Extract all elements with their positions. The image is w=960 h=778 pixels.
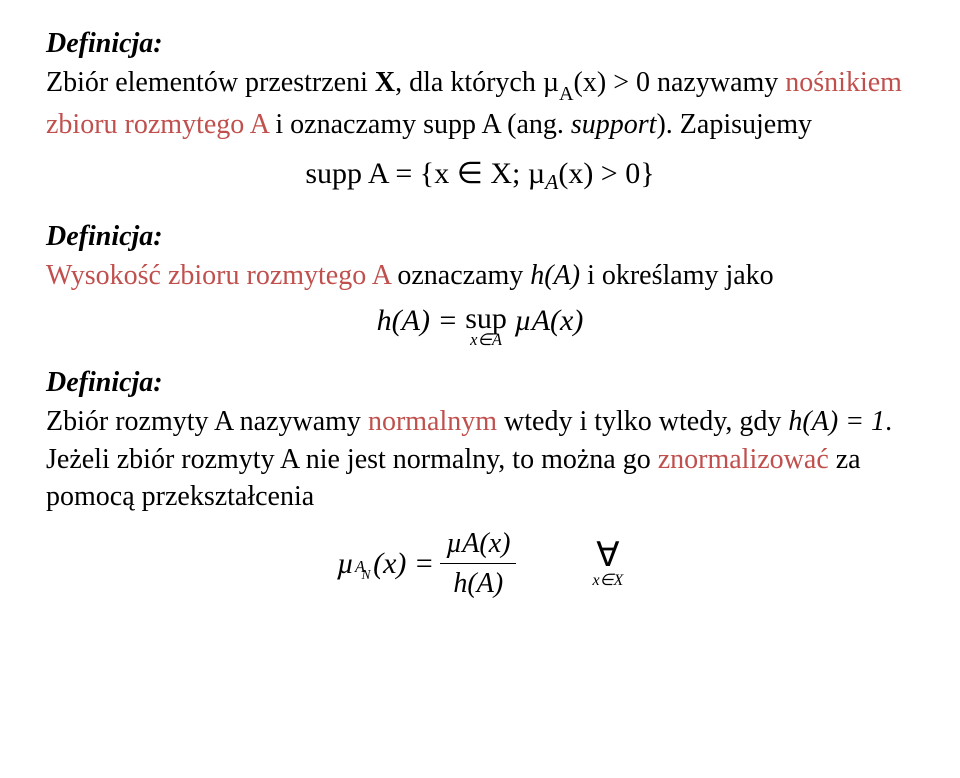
d3f-left: µAN(x) = [337, 547, 434, 581]
d2f-supbot: x∈A [465, 332, 507, 349]
slide-page: Definicja: Zbiór elementów przestrzeni X… [0, 0, 960, 631]
d3f-mu: µ [337, 547, 354, 581]
fn-mu: µ [446, 528, 462, 559]
fn-sub: A [462, 528, 479, 559]
definition-1-formula: supp A = {x ∈ X; µA(x) > 0} [46, 156, 914, 191]
d1-pre: Zbiór elementów przestrzeni [46, 67, 375, 98]
d2-post: i określamy jako [580, 260, 774, 291]
d1f-sub: A [545, 170, 558, 194]
definition-2-heading: Definicja: [46, 221, 914, 253]
d3-ital: h(A) = 1 [788, 406, 885, 437]
d2f-post: (x) [550, 304, 583, 337]
d1-ital: support [571, 109, 657, 140]
frac-num: µA(x) [440, 526, 516, 561]
definition-3-heading: Definicja: [46, 367, 914, 399]
definition-1-body: Zbiór elementów przestrzeni X, dla który… [46, 64, 914, 144]
d3f-substack: AN [355, 560, 365, 587]
d2-mid: oznaczamy [397, 260, 530, 291]
d3-pre: Zbiór rozmyty A nazywamy [46, 406, 368, 437]
fraction: µA(x) h(A) [440, 526, 516, 601]
frac-bar [440, 563, 516, 564]
d1-post: (x) > 0 nazywamy [574, 67, 786, 98]
fn-post: (x) [479, 528, 510, 559]
d3-mid: wtedy i tylko wtedy, gdy [504, 406, 788, 437]
definition-1-heading: Definicja: [46, 28, 914, 60]
d2-pre: Wysokość zbioru rozmytego A [46, 260, 397, 291]
forall-sub: x∈X [592, 573, 623, 589]
d2f-supwrap: supx∈A [465, 304, 507, 349]
definition-2-formula: h(A) = supx∈A µA(x) [46, 304, 914, 349]
forall-group: ∀ x∈X [592, 539, 623, 589]
forall-symbol: ∀ [596, 539, 619, 573]
d2f-mu: µ [507, 304, 532, 337]
d1-boldX: X [375, 67, 395, 98]
d1-sub: A [559, 83, 574, 105]
d1-mid: , dla których µ [395, 67, 559, 98]
d1f-supp: supp A = {x ∈ X; µ [305, 157, 545, 190]
d2f-sub: A [532, 304, 550, 337]
d2f-left: h(A) = [377, 304, 466, 337]
d3-red2: znormalizować [658, 444, 836, 475]
definition-3-formula: µAN(x) = µA(x) h(A) ∀ x∈X [46, 526, 914, 601]
d1f-post: (x) > 0} [558, 157, 654, 190]
d3f-subN: N [361, 569, 371, 581]
d1-p2: ). Zapisujemy [656, 109, 812, 140]
d3f-x: (x) = [373, 547, 434, 581]
definition-3-body: Zbiór rozmyty A nazywamy normalnym wtedy… [46, 403, 914, 516]
frac-den: h(A) [447, 566, 509, 601]
d1-p1: i oznaczamy supp A (ang. [275, 109, 570, 140]
spacer [46, 353, 914, 367]
definition-2-body: Wysokość zbioru rozmytego A oznaczamy h(… [46, 257, 914, 295]
d2-ital: h(A) [530, 260, 580, 291]
d3-red: normalnym [368, 406, 504, 437]
